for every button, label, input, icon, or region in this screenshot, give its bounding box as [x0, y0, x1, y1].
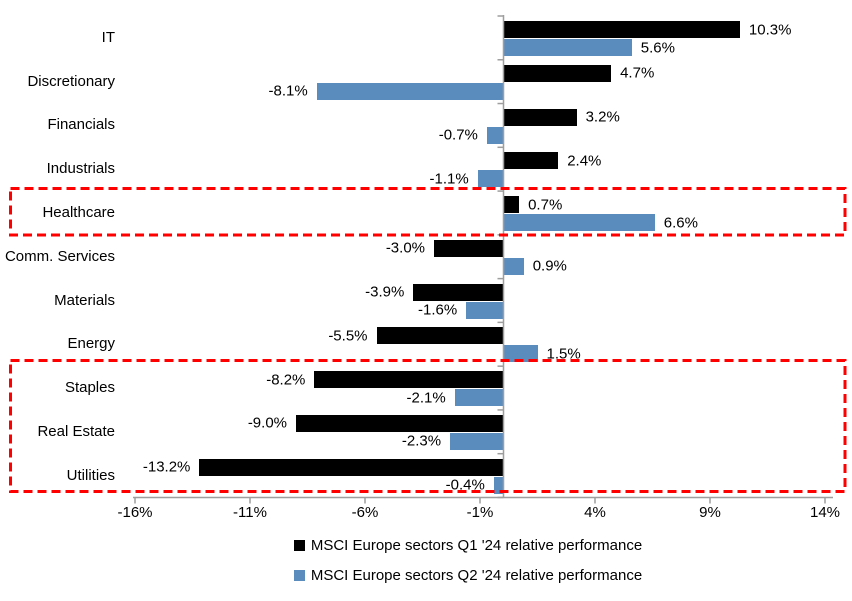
x-tick-label: -6%	[351, 504, 379, 521]
bar-q1	[503, 108, 577, 126]
bar-q2	[316, 82, 503, 100]
category-label: Industrials	[46, 160, 115, 178]
value-label: -9.0%	[247, 414, 287, 432]
x-tick-label: 14%	[809, 504, 841, 521]
x-tick-label: -1%	[466, 504, 494, 521]
value-label: -8.2%	[266, 371, 306, 389]
value-label: -2.3%	[401, 432, 442, 450]
category-label: IT	[101, 28, 115, 46]
bar-q1	[199, 458, 503, 476]
value-label: 3.2%	[585, 108, 620, 126]
bar-q2	[503, 39, 632, 56]
x-tick-label: 4%	[584, 504, 606, 521]
value-label: 1.5%	[546, 345, 581, 363]
legend-item-q2: MSCI Europe sectors Q2 '24 relative perf…	[293, 564, 643, 586]
value-label: -8.1%	[268, 82, 308, 100]
bar-q1	[503, 152, 559, 170]
bar-q1	[503, 21, 740, 38]
bar-q1	[434, 239, 503, 257]
bar-q2	[503, 214, 655, 232]
legend-label-q1: MSCI Europe sectors Q1 '24 relative perf…	[310, 536, 643, 554]
value-label: -13.2%	[142, 458, 191, 476]
category-label: Comm. Services	[4, 247, 115, 265]
bar-q1	[503, 196, 520, 214]
value-label: -2.1%	[406, 389, 446, 407]
bar-q2	[486, 126, 503, 144]
value-label: -1.1%	[429, 170, 469, 188]
bar-q1	[413, 283, 503, 301]
bar-q1	[314, 371, 503, 389]
value-label: -0.7%	[438, 126, 478, 144]
value-label: -1.6%	[418, 301, 458, 319]
legend-label-q2: MSCI Europe sectors Q2 '24 relative perf…	[310, 566, 643, 584]
bar-q2	[503, 345, 538, 363]
x-tick-label: -16%	[117, 504, 153, 521]
bar-q2	[466, 301, 503, 319]
bar-q1	[296, 414, 503, 432]
value-label: -0.4%	[445, 476, 485, 494]
value-label: 0.9%	[532, 257, 567, 275]
value-label: -3.9%	[365, 283, 405, 301]
value-label: 2.4%	[567, 152, 602, 170]
bar-q2	[450, 432, 503, 450]
value-label: 5.6%	[640, 39, 675, 56]
category-label: Staples	[64, 379, 115, 397]
value-label: 0.7%	[528, 196, 563, 214]
value-label: -5.5%	[328, 327, 368, 345]
bar-q2	[493, 476, 503, 494]
x-tick-label: 9%	[699, 504, 721, 521]
legend-marker-q2	[293, 569, 305, 581]
bar-q2	[477, 170, 503, 188]
bar-q1	[376, 327, 503, 345]
value-label: 10.3%	[748, 21, 792, 38]
bar-q2	[503, 257, 524, 275]
x-tick-label: -11%	[233, 504, 267, 521]
value-label: 6.6%	[663, 214, 698, 232]
category-label: Financials	[47, 116, 115, 134]
legend-marker-q1	[293, 539, 305, 551]
legend-item-q1: MSCI Europe sectors Q1 '24 relative perf…	[293, 534, 643, 556]
value-label: 4.7%	[620, 64, 655, 82]
bar-q1	[503, 64, 612, 82]
highlight-box-healthcare	[9, 187, 847, 237]
category-label: Real Estate	[37, 422, 115, 440]
category-label: Materials	[54, 291, 115, 309]
bar-q2	[454, 389, 503, 407]
category-label: Healthcare	[42, 203, 115, 221]
category-label: Energy	[67, 335, 115, 353]
category-label: Discretionary	[27, 72, 115, 90]
legend: MSCI Europe sectors Q1 '24 relative perf…	[0, 534, 852, 586]
category-label: Utilities	[66, 466, 115, 484]
value-label: -3.0%	[385, 239, 425, 257]
